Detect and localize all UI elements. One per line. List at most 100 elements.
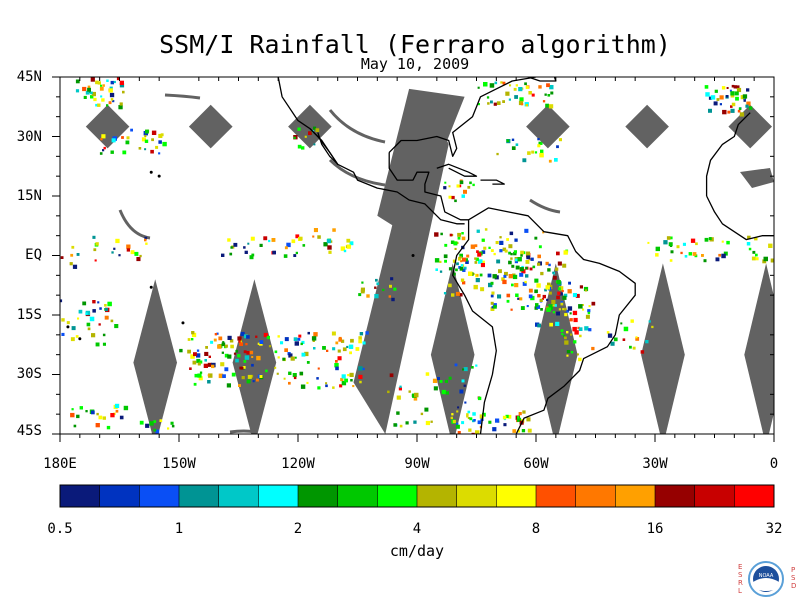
rain-cell: [332, 228, 336, 232]
rain-cell: [655, 253, 659, 257]
rain-cell: [414, 392, 419, 398]
rain-cell: [545, 285, 550, 290]
rain-cell: [338, 338, 342, 342]
coastline: [388, 77, 537, 157]
rain-cell: [508, 260, 512, 265]
chart-title: SSM/I Rainfall (Ferraro algorithm): [159, 30, 671, 59]
rain-cell: [92, 309, 96, 313]
rain-cell: [563, 250, 568, 255]
rain-cell: [481, 250, 486, 254]
rain-cell: [235, 358, 239, 363]
rain-cell: [770, 258, 774, 263]
rain-cell: [100, 95, 103, 98]
rain-cell: [537, 262, 541, 266]
rain-cell: [118, 105, 123, 110]
rain-cell: [561, 290, 564, 293]
rain-cell: [187, 349, 191, 354]
colorbar-tick-8: 8: [531, 521, 541, 537]
rain-cell: [196, 358, 201, 363]
rain-cell: [304, 135, 307, 138]
rain-cell: [745, 104, 749, 108]
rain-cell: [515, 258, 518, 262]
colorbar-swatch: [139, 485, 180, 507]
swath-gap: [641, 263, 685, 434]
rain-cell: [502, 100, 505, 103]
rain-cell: [89, 316, 95, 322]
rain-cell: [271, 238, 276, 242]
rain-cell: [139, 420, 144, 425]
rain-cell: [231, 372, 236, 377]
rain-cell: [755, 257, 759, 261]
rain-cell: [222, 374, 226, 378]
lat-label-15n: 15N: [16, 188, 42, 204]
colorbar-tick-4: 4: [412, 521, 422, 537]
rain-cell: [92, 235, 96, 239]
rain-cell: [317, 367, 320, 370]
rain-cell: [488, 246, 491, 249]
rain-cell: [461, 194, 465, 198]
rain-cell: [474, 257, 477, 260]
rain-cell: [448, 283, 452, 288]
rain-cell: [524, 228, 529, 233]
rain-cell: [457, 236, 461, 240]
rain-cell: [474, 261, 478, 264]
rain-cell: [622, 338, 626, 341]
rain-cell: [119, 80, 124, 85]
rain-cell: [475, 430, 480, 434]
rain-cell: [518, 87, 523, 92]
rain-cell: [666, 236, 671, 240]
rain-cell: [556, 145, 559, 149]
rain-cell: [651, 325, 654, 329]
rain-cell: [473, 284, 478, 290]
rain-cell: [508, 251, 511, 255]
rain-cell: [102, 416, 106, 420]
rain-cell: [562, 263, 567, 268]
rain-cell: [503, 423, 507, 427]
rain-cell: [107, 301, 112, 307]
lon-label-90w: 90W: [404, 456, 430, 472]
rain-cell: [560, 301, 564, 304]
rain-cell: [492, 274, 497, 279]
rain-cell: [99, 86, 104, 91]
rain-cell: [75, 79, 80, 84]
rain-cell: [515, 84, 518, 87]
island: [149, 285, 153, 289]
island: [157, 174, 161, 178]
rain-cell: [96, 412, 99, 416]
rain-cell: [221, 351, 224, 354]
rain-cell: [101, 134, 106, 139]
rain-cell: [452, 272, 456, 276]
rain-cell: [398, 387, 402, 391]
rain-cell: [85, 410, 88, 413]
rain-cell: [358, 374, 363, 379]
rain-cell: [520, 254, 523, 257]
rain-cell: [396, 411, 400, 415]
rain-cell: [489, 83, 495, 88]
rain-cell: [46, 339, 49, 342]
swath-arc: [229, 429, 256, 434]
rain-cell: [99, 307, 102, 310]
rain-cell: [326, 238, 332, 244]
rain-cell: [430, 420, 433, 423]
rain-cell: [451, 293, 455, 297]
rain-cell: [294, 356, 297, 359]
rain-cell: [257, 342, 260, 345]
rain-cell: [708, 108, 712, 113]
rain-cell: [647, 241, 650, 244]
rain-cell: [95, 423, 100, 428]
rain-cell: [249, 255, 254, 260]
rain-cell: [537, 323, 541, 328]
rain-cell: [208, 373, 213, 378]
rain-cell: [558, 287, 561, 291]
colorbar-swatch: [496, 485, 537, 507]
rain-cell: [69, 262, 73, 266]
rain-cell: [244, 355, 250, 360]
rain-cell: [508, 274, 513, 279]
rain-cell: [469, 181, 472, 185]
rain-cell: [550, 91, 554, 95]
rain-cell: [328, 250, 332, 254]
rain-cell: [676, 245, 680, 249]
rain-cell: [514, 284, 517, 287]
rain-cell: [467, 417, 470, 420]
rain-cell: [218, 336, 223, 341]
